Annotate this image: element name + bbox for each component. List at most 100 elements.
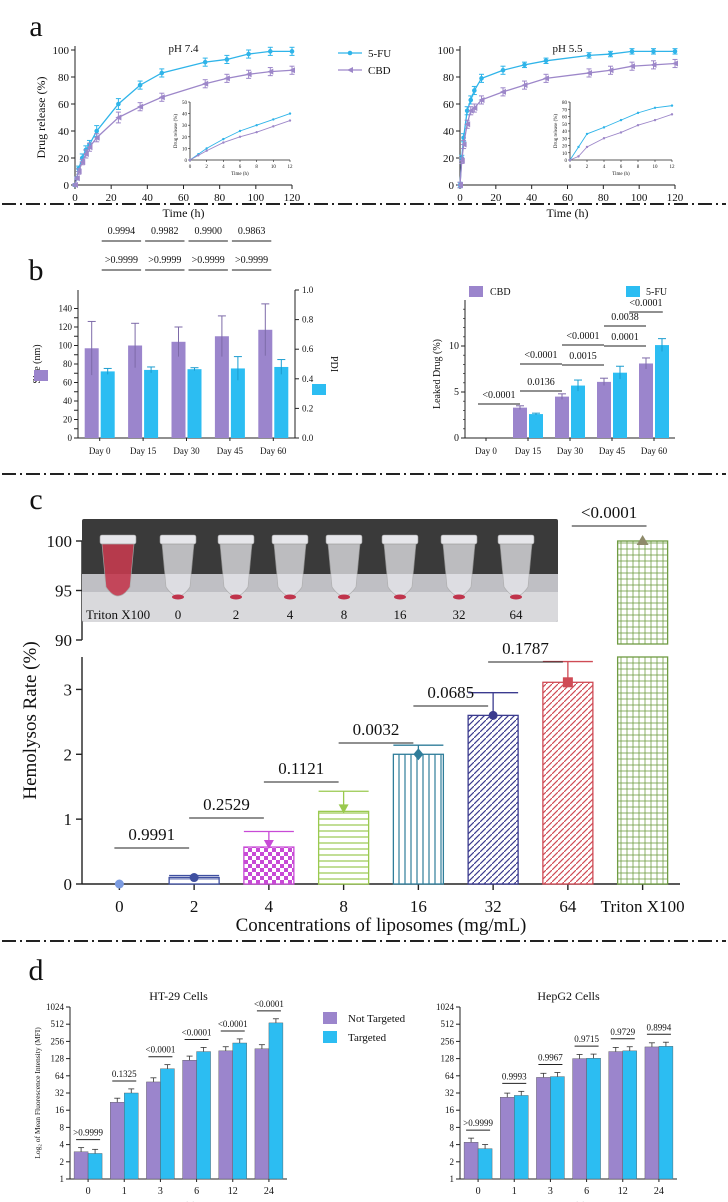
inset-point: [272, 118, 275, 121]
p-value-label: >0.9999: [148, 255, 181, 266]
mean-marker: [413, 748, 424, 761]
x-tick-label: 0: [457, 192, 463, 204]
p-value-label: 0.0685: [427, 683, 474, 702]
x-tick-label: 24: [264, 1186, 274, 1197]
p-value-label: <0.0001: [581, 503, 637, 522]
data-point: [268, 49, 273, 54]
p-value-label: 0.9993: [502, 1071, 527, 1081]
bar-5-FU: [529, 414, 543, 438]
x-tick-label: Triton X100: [601, 897, 685, 916]
y-axis-label: Hemolysos Rate (%): [20, 641, 41, 799]
inset-x-label: Time (h): [612, 172, 630, 177]
photo-label: 64: [510, 607, 524, 622]
data-point: [86, 144, 93, 151]
y-tick-label: 60: [63, 378, 73, 388]
data-point: [464, 108, 470, 114]
bar-pdi: [274, 366, 289, 438]
y-tick-label: 5: [454, 387, 459, 398]
x-tick-label: 24: [654, 1186, 664, 1197]
bar-Targeted: [514, 1095, 529, 1180]
tube-cap: [271, 534, 309, 545]
inset-point: [636, 124, 640, 127]
chart-title: HepG2 Cells: [537, 989, 600, 1003]
p-value-label: 0.2529: [203, 795, 250, 814]
p-value-label: 0.9982: [151, 226, 179, 237]
p-value-label: 0.9900: [194, 226, 222, 237]
bar-CBD: [639, 363, 653, 438]
y-tick-label: 90: [55, 631, 72, 650]
bar-Not-Targeted: [182, 1060, 197, 1180]
inset-y-tick-label: 20: [182, 136, 188, 141]
x-tick-label: 100: [631, 192, 648, 204]
y-tick-label: 512: [441, 1019, 455, 1029]
series-line-5-FU: [459, 50, 675, 186]
data-point: [202, 80, 209, 87]
bar-CBD: [555, 396, 569, 438]
mean-marker: [338, 804, 349, 814]
inset-y-tick-label: 10: [562, 152, 568, 157]
data-point: [137, 82, 143, 88]
p-value-label: 0.0015: [569, 351, 597, 362]
tube-body: [499, 543, 533, 597]
legend-label-cbd: CBD: [368, 65, 391, 77]
bar-Targeted: [232, 1042, 247, 1180]
inset-series-line-CBD: [189, 120, 291, 161]
x-tick-label: 2: [190, 897, 199, 916]
y-tick-label: 1: [64, 810, 73, 829]
data-point: [464, 121, 471, 128]
y-tick-label: 8: [60, 1122, 65, 1132]
bar-size: [128, 345, 143, 438]
y-tick-label: 40: [58, 126, 70, 138]
y-axis-label: Leaked Drug (%): [432, 339, 443, 409]
data-point: [116, 101, 121, 107]
p-value-label: 0.0032: [353, 720, 400, 739]
tube-body: [442, 543, 476, 597]
bar-Not-Targeted: [73, 1151, 89, 1180]
y-tick-label: 4: [450, 1140, 455, 1150]
bar-hemolysis: [542, 681, 594, 885]
y-tick-label: 40: [63, 396, 73, 406]
inset-x-tick-label: 8: [255, 165, 258, 170]
bar-Targeted: [586, 1058, 601, 1180]
x-tick-label: 80: [598, 192, 610, 204]
y-tick-label: 64: [445, 1071, 455, 1081]
y-tick-label: 1024: [436, 1002, 455, 1012]
p-value-label: 0.9967: [538, 1053, 563, 1063]
x-tick-label: 20: [490, 192, 502, 204]
inset-y-tick-label: 30: [182, 124, 188, 129]
p-value-label: <0.0001: [218, 1019, 248, 1029]
y-tick-label: 16: [445, 1105, 455, 1115]
bar-Not-Targeted: [608, 1051, 623, 1180]
data-point: [79, 159, 86, 166]
bar-size: [84, 348, 99, 438]
y-tick-label: 512: [51, 1019, 65, 1029]
y-tick-label: 8: [450, 1122, 455, 1132]
y-tick-label: 2: [64, 745, 73, 764]
y-tick-label: 4: [60, 1140, 65, 1150]
photo-label: 8: [341, 607, 348, 622]
data-point: [651, 49, 656, 54]
x-tick-label: 40: [526, 192, 538, 204]
x-tick-label: 40: [142, 192, 154, 204]
inset-x-tick-label: 2: [586, 165, 589, 170]
inset-point: [653, 106, 657, 110]
data-point: [267, 68, 274, 75]
y-tick-label: 0: [64, 875, 73, 894]
y-tick-label: 1: [450, 1174, 455, 1184]
y-tick-label: 1024: [46, 1002, 65, 1012]
y-tick-label: 16: [55, 1105, 65, 1115]
tube-body: [101, 543, 135, 597]
inset-y-tick-label: 0: [185, 159, 188, 164]
bar-Targeted: [658, 1046, 674, 1180]
bar-pdi: [100, 371, 115, 438]
bar-hemolysis: [392, 753, 445, 885]
photo-label: 4: [287, 607, 294, 622]
tube-pellet: [230, 594, 242, 600]
x-tick-label: 20: [106, 192, 118, 204]
inset-point: [670, 113, 674, 116]
bar-CBD: [513, 407, 527, 438]
x-tick-label: 64: [559, 897, 577, 916]
bar-Targeted: [124, 1092, 139, 1180]
inset-x-label: Time (h): [231, 172, 249, 177]
data-point: [471, 105, 478, 112]
